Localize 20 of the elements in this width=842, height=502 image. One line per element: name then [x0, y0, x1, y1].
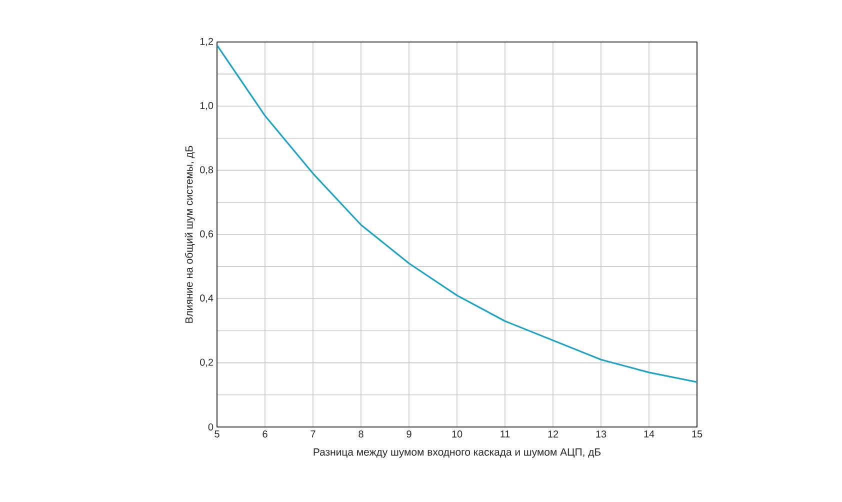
x-tick-label: 10 — [452, 430, 462, 438]
y-tick-label: 1,2 — [200, 38, 213, 46]
x-tick-label: 5 — [214, 430, 220, 438]
x-tick-label: 9 — [406, 430, 412, 438]
y-tick-label: 0,2 — [200, 358, 213, 367]
y-tick-label: 0,8 — [200, 166, 214, 174]
x-axis-title: Разница между шумом входного каскада и шумом АЦП, дБ — [314, 448, 601, 458]
x-tick-label: 12 — [548, 430, 558, 438]
x-tick-label: 11 — [500, 430, 510, 438]
x-tick-label: 14 — [644, 430, 654, 438]
x-tick-label: 7 — [310, 430, 316, 438]
x-tick-label: 15 — [692, 430, 702, 438]
x-tick-label: 6 — [262, 430, 268, 438]
y-tick-label: 0,6 — [200, 230, 214, 239]
y-tick-label: 0 — [208, 423, 214, 431]
y-axis-title: Влияние на общий шум системы, дБ — [184, 146, 195, 323]
x-tick-label: 8 — [358, 430, 364, 438]
x-tick-label: 13 — [596, 430, 606, 438]
y-tick-label: 0,4 — [200, 294, 214, 303]
y-tick-label: 1,0 — [200, 102, 214, 110]
